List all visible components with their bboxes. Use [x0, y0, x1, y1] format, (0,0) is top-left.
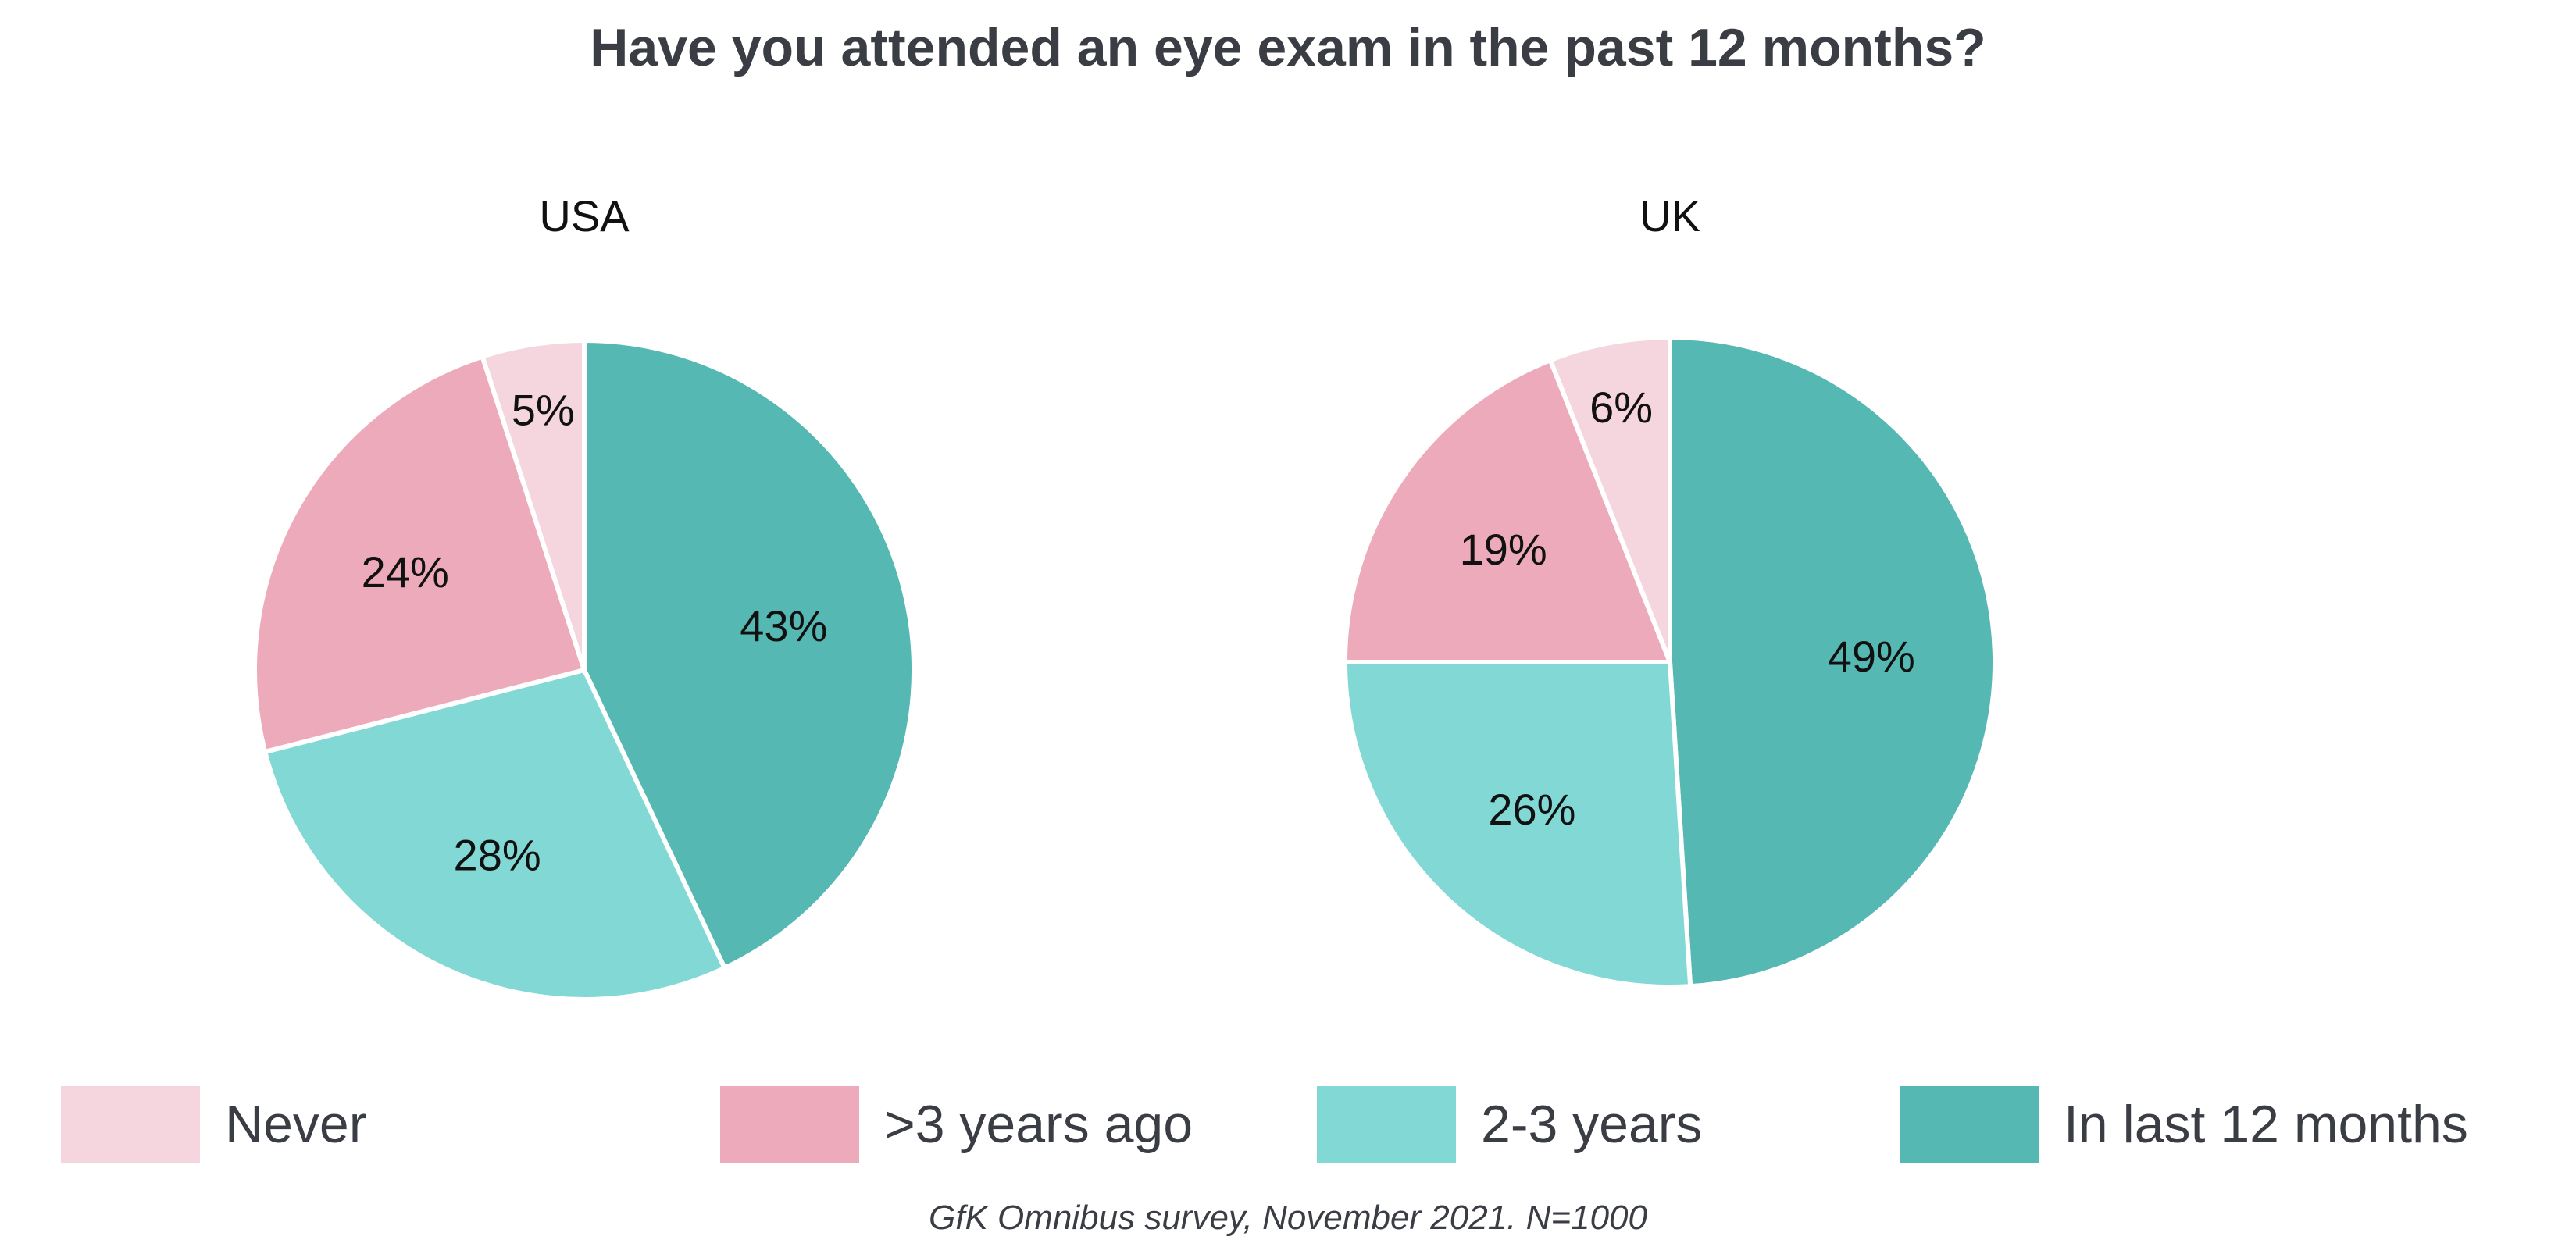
pie-slice-usa-2-3-years: [262, 668, 727, 1003]
pie-chart-usa: USA 43% 28% 24% 5%: [252, 191, 917, 1003]
slice-label-usa-in-last-12-months: 43%: [740, 601, 827, 650]
slice-label-uk-never: 6%: [1589, 383, 1653, 432]
slice-label-uk-in-last-12-months: 49%: [1828, 632, 1915, 681]
legend-label-over-3-years: >3 years ago: [884, 1095, 1193, 1154]
slice-label-usa-3-years-ago: 24%: [362, 547, 449, 597]
legend-swatch-over-3-years: [720, 1086, 859, 1163]
source-note: GfK Omnibus survey, November 2021. N=100…: [929, 1199, 1647, 1237]
pie-slice-uk-3-years-ago: [1343, 358, 1672, 664]
legend-item-over-3-years: >3 years ago: [720, 1081, 1193, 1167]
legend-item-last-12-months: In last 12 months: [1900, 1081, 2468, 1167]
slice-label-uk-3-years-ago: 19%: [1460, 525, 1547, 574]
legend-swatch-never: [61, 1086, 200, 1163]
slice-label-usa-2-3-years: 28%: [454, 831, 541, 880]
pie-slice-uk-never: [1547, 335, 1672, 664]
legend-label-last-12-months: In last 12 months: [2064, 1095, 2468, 1154]
legend: Never >3 years ago 2-3 years In last 12 …: [0, 1081, 2576, 1167]
page-title: Have you attended an eye exam in the pas…: [590, 18, 1986, 77]
pie-slice-uk-in-last-12-months: [1668, 335, 1997, 989]
legend-label-never: Never: [225, 1095, 367, 1154]
legend-item-2-3-years: 2-3 years: [1317, 1081, 1702, 1167]
pie-slice-usa-never: [480, 338, 587, 672]
legend-label-2-3-years: 2-3 years: [1481, 1095, 1703, 1154]
pie-slice-uk-2-3-years: [1343, 660, 1693, 989]
pie-slice-usa-in-last-12-months: [582, 338, 917, 971]
pie-chart-uk: UK 49% 26% 19% 6%: [1343, 191, 1997, 989]
legend-swatch-2-3-years: [1317, 1086, 1456, 1163]
slice-label-uk-2-3-years: 26%: [1488, 785, 1575, 834]
legend-swatch-last-12-months: [1900, 1086, 2039, 1163]
pie-title-uk: UK: [1639, 191, 1700, 240]
slice-label-usa-never: 5%: [512, 386, 575, 435]
legend-item-never: Never: [61, 1081, 366, 1167]
pie-slice-usa-3-years-ago: [252, 354, 587, 754]
pie-title-usa: USA: [539, 191, 630, 240]
